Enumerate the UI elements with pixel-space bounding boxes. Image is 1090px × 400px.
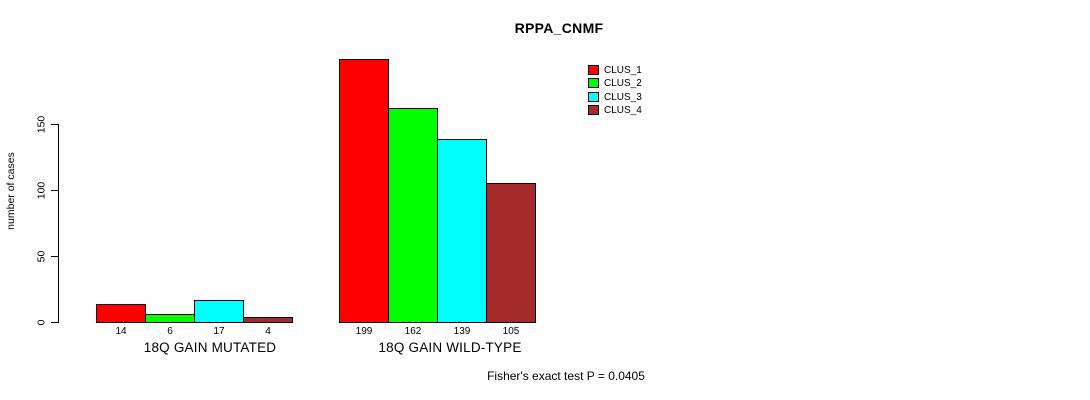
bar-clus_3 — [194, 300, 244, 323]
y-axis-label: number of cases — [5, 152, 17, 230]
legend-label: CLUS_1 — [604, 64, 642, 76]
chart-title: RPPA_CNMF — [514, 20, 604, 36]
bar-clus_3 — [437, 139, 487, 323]
footnote: Fisher's exact test P = 0.0405 — [487, 369, 645, 383]
y-tick-label: 0 — [35, 319, 48, 326]
y-tick-mark — [51, 190, 58, 191]
bar-value-label: 162 — [404, 326, 422, 337]
legend-swatch-icon — [588, 105, 599, 115]
bar-clus_1 — [96, 304, 146, 323]
bar-clus_1 — [339, 59, 389, 323]
bar-value-label: 139 — [453, 326, 471, 337]
y-tick-label: 50 — [35, 250, 48, 263]
group-label: 18Q GAIN WILD-TYPE — [378, 340, 522, 355]
bar-clus_2 — [388, 108, 438, 323]
bar-value-label: 14 — [115, 326, 127, 337]
legend-item-clus_3: CLUS_3 — [588, 91, 642, 103]
legend-item-clus_1: CLUS_1 — [588, 64, 642, 76]
bar-clus_2 — [145, 314, 195, 323]
bar-clus_4 — [243, 317, 293, 323]
bar-value-label: 17 — [213, 326, 225, 337]
legend-swatch-icon — [588, 78, 599, 88]
legend-item-clus_2: CLUS_2 — [588, 77, 642, 89]
y-tick-mark — [51, 322, 58, 323]
y-axis-line — [58, 124, 59, 323]
bar-value-label: 199 — [355, 326, 373, 337]
legend-swatch-icon — [588, 65, 599, 75]
bar-value-label: 105 — [502, 326, 520, 337]
legend-label: CLUS_2 — [604, 77, 642, 89]
y-tick-label: 150 — [35, 115, 48, 134]
legend-label: CLUS_3 — [604, 91, 642, 103]
group-label: 18Q GAIN MUTATED — [143, 340, 277, 355]
y-tick-label: 100 — [35, 181, 48, 200]
legend-label: CLUS_4 — [604, 104, 642, 116]
bar-clus_4 — [486, 183, 536, 323]
y-tick-mark — [51, 124, 58, 125]
y-tick-mark — [51, 256, 58, 257]
legend-item-clus_4: CLUS_4 — [588, 104, 642, 116]
bar-value-label: 6 — [167, 326, 173, 337]
legend-swatch-icon — [588, 92, 599, 102]
bar-value-label: 4 — [265, 326, 271, 337]
